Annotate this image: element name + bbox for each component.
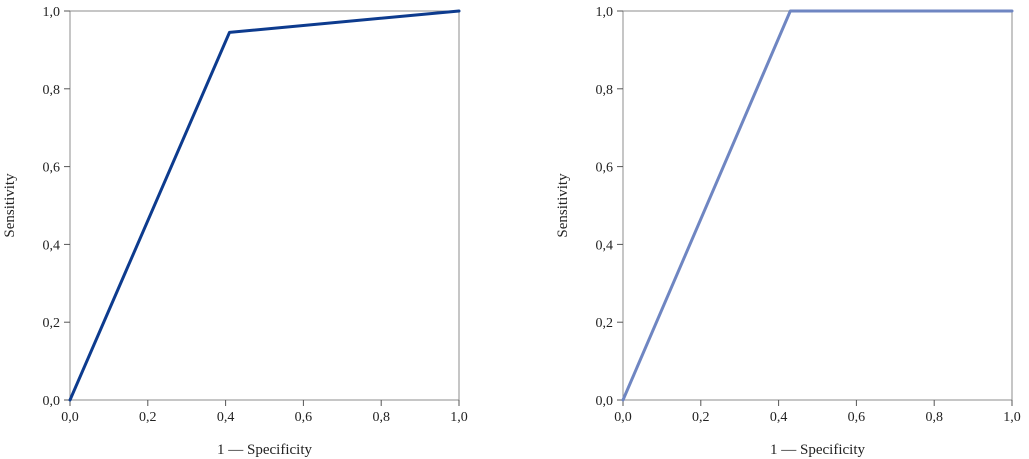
x-axis-label: 1 — Specificity xyxy=(217,442,312,458)
y-tick-label: 0,2 xyxy=(43,316,61,331)
y-tick-label: 1,0 xyxy=(596,5,614,20)
plot-frame xyxy=(69,10,460,401)
roc-curve-line xyxy=(68,9,461,402)
x-tick-label: 0,8 xyxy=(372,410,390,425)
y-axis-label: Sensitivity xyxy=(555,173,571,238)
y-tick-label: 1,0 xyxy=(43,5,61,20)
x-tick-label: 1,0 xyxy=(1003,410,1021,425)
x-tick-label: 0,0 xyxy=(61,410,79,425)
y-tick-label: 0,8 xyxy=(43,83,61,98)
y-tick-label: 0,2 xyxy=(596,316,614,331)
y-tick-label: 0,4 xyxy=(596,238,614,253)
x-tick-label: 0,6 xyxy=(848,410,866,425)
x-tick-label: 0,6 xyxy=(295,410,313,425)
x-tick-label: 0,2 xyxy=(692,410,710,425)
plot-frame xyxy=(622,10,1013,401)
x-tick-label: 1,0 xyxy=(450,410,468,425)
y-tick-label: 0,6 xyxy=(596,161,614,176)
y-axis-label: Sensitivity xyxy=(2,173,18,238)
chart-panel-1: 0,0 0,2 0,4 0,6 0,8 1,0 0,0 0,2 0,4 0,6 0,8 1,0 1 — … xyxy=(2,5,468,458)
chart-panel-2: 0,0 0,2 0,4 0,6 0,8 1,0 0,0 0,2 0,4 0,6 0,8 1,0 1 — … xyxy=(555,5,1021,458)
y-tick-label: 0,0 xyxy=(596,394,614,409)
x-tick-label: 0,8 xyxy=(925,410,943,425)
roc-curve-line xyxy=(621,9,1014,402)
y-tick-label: 0,6 xyxy=(43,161,61,176)
y-tick-label: 0,0 xyxy=(43,394,61,409)
y-tick-label: 0,4 xyxy=(43,238,61,253)
x-tick-label: 0,4 xyxy=(770,410,788,425)
y-tick-label: 0,8 xyxy=(596,83,614,98)
x-axis-label: 1 — Specificity xyxy=(770,442,865,458)
x-tick-label: 0,0 xyxy=(614,410,632,425)
x-tick-label: 0,4 xyxy=(217,410,235,425)
x-tick-label: 0,2 xyxy=(139,410,157,425)
